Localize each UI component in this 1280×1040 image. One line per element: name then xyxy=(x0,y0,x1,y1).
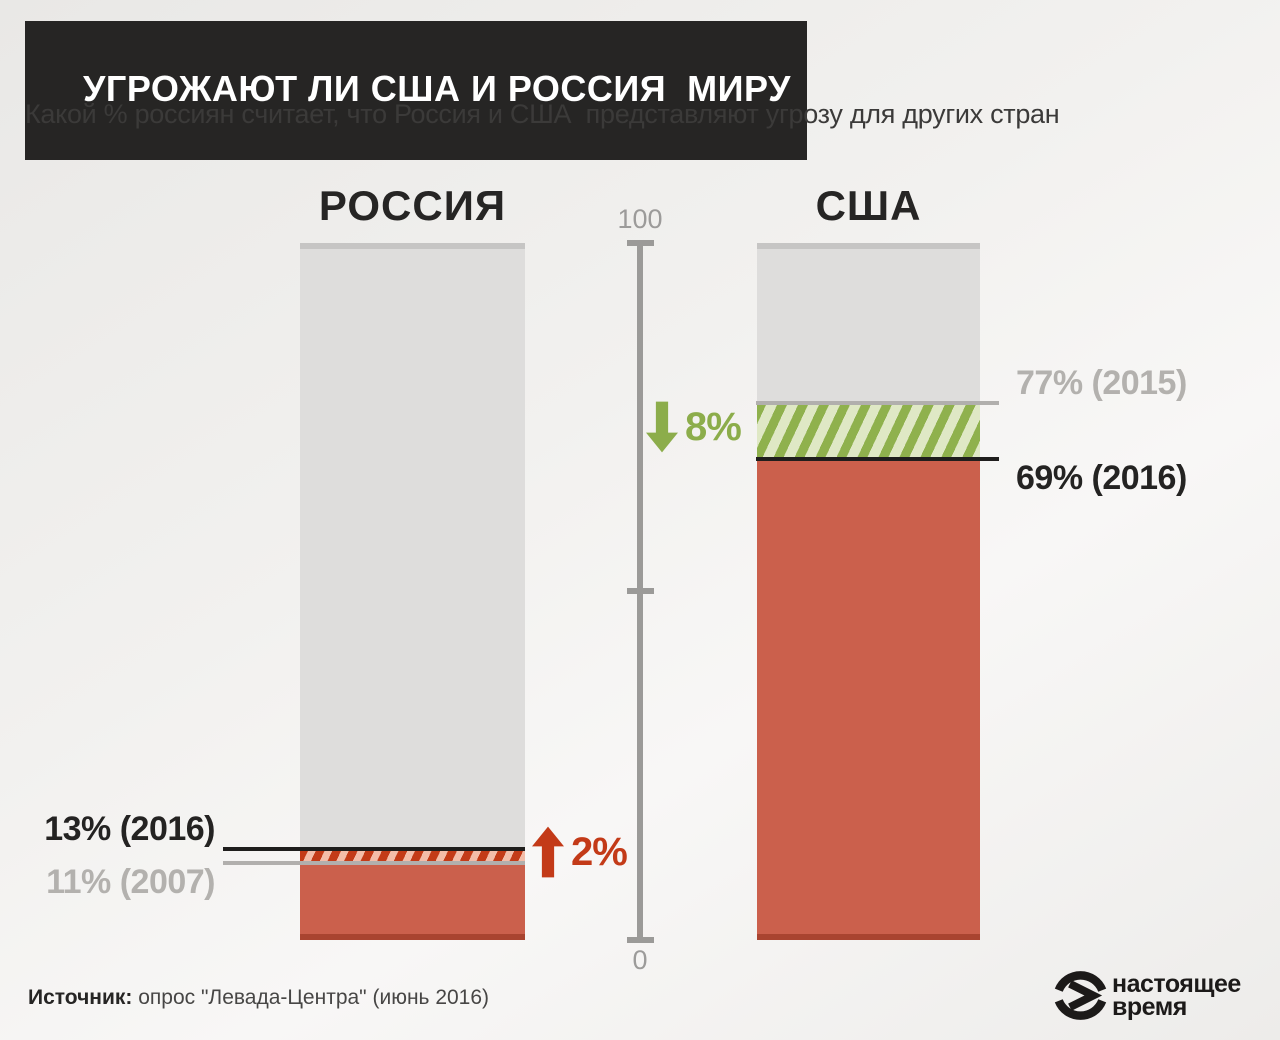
arrow-up-icon xyxy=(532,826,564,878)
column-header-usa: США xyxy=(815,182,922,229)
bar-segment-value xyxy=(757,459,980,940)
page-title: УГРОЖАЮТ ЛИ США И РОССИЯ МИРУ xyxy=(83,68,791,109)
current-time-play-globe-icon xyxy=(1054,969,1107,1022)
bar-segment-remainder xyxy=(757,243,980,404)
value-label-2016: 69% (2016) xyxy=(1016,459,1187,498)
marker-line-2016 xyxy=(756,457,999,462)
value-label-2015: 77% (2015) xyxy=(1016,364,1187,403)
column-header-russia: РОССИЯ xyxy=(318,182,507,229)
logo-text-line2: время xyxy=(1112,992,1187,1021)
axis-tick-0 xyxy=(627,937,654,943)
value-label-2016: 13% (2016) xyxy=(44,810,215,849)
change-badge-usa: 8% xyxy=(646,401,742,453)
source-text: опрос "Левада-Центра" (июнь 2016) xyxy=(132,986,490,1009)
bar-segment-change-hatch xyxy=(300,849,525,864)
axis-label-max: 100 xyxy=(617,204,663,234)
marker-line-2007 xyxy=(223,861,525,866)
change-value-label: 8% xyxy=(685,404,742,449)
title-banner: УГРОЖАЮТ ЛИ США И РОССИЯ МИРУ xyxy=(25,21,807,160)
arrow-down-icon xyxy=(646,401,678,453)
logo-current-time: настоящее время xyxy=(1054,969,1241,1022)
bar-usa xyxy=(757,243,980,940)
bar-segment-value xyxy=(300,863,525,940)
axis-tick-100 xyxy=(627,240,654,246)
change-value-label: 2% xyxy=(571,829,628,874)
source-note: Источник: опрос "Левада-Центра" (июнь 20… xyxy=(28,986,489,1010)
logo-text: настоящее время xyxy=(1112,969,1241,1021)
value-label-2007: 11% (2007) xyxy=(46,863,215,902)
marker-line-2015 xyxy=(756,401,999,406)
axis-label-min: 0 xyxy=(632,945,648,975)
marker-line-2016 xyxy=(223,847,525,852)
logo-text-line1: настоящее xyxy=(1112,969,1241,998)
bar-russia xyxy=(300,243,525,940)
source-label: Источник: xyxy=(28,986,133,1009)
bar-segment-remainder xyxy=(300,243,525,850)
bar-segment-change-hatch xyxy=(757,403,980,460)
axis-tick-50 xyxy=(627,588,654,594)
change-badge-russia: 2% xyxy=(532,826,628,878)
subtitle: Какой % россиян считает, что Россия и СШ… xyxy=(25,99,1060,129)
